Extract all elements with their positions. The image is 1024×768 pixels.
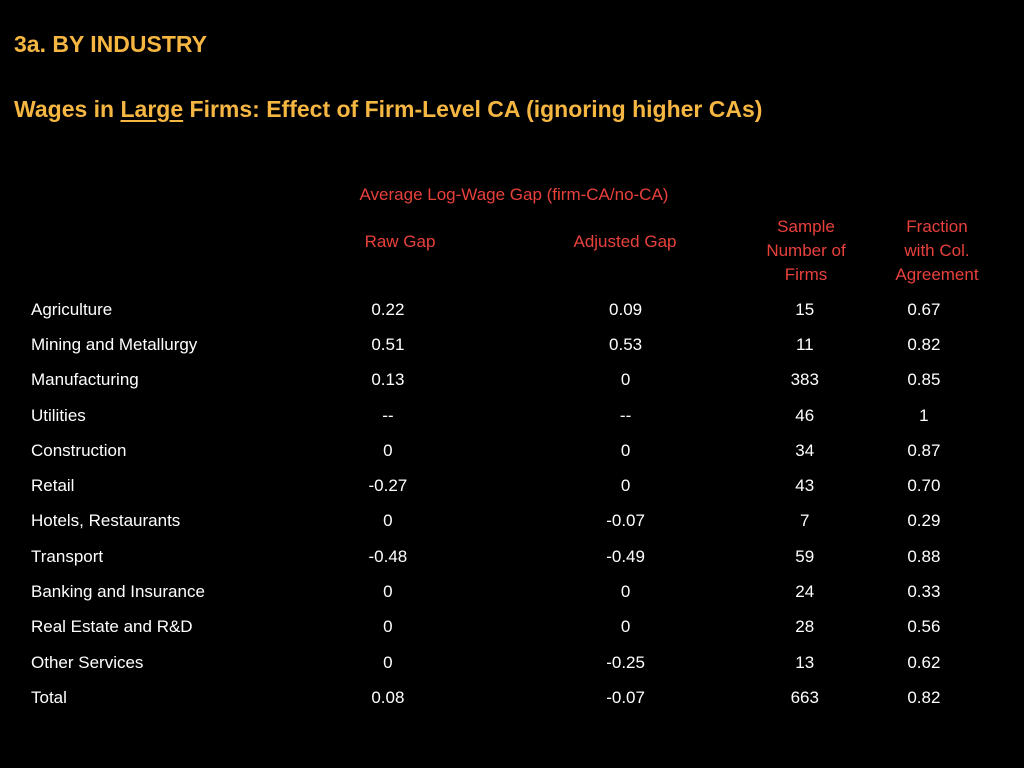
adjusted-gap-cell: -0.49 <box>606 546 645 566</box>
sample-number-header-line: Sample <box>777 217 835 236</box>
firms-cell: 59 <box>795 546 815 566</box>
title-emphasis: Large <box>120 96 184 122</box>
adjusted-gap-cell: -0.07 <box>606 511 645 531</box>
fraction-cell: 0.29 <box>907 511 941 531</box>
fraction-header-line: with Col. <box>904 241 970 260</box>
table-row: Mining and Metallurgy 0.51 0.53 11 0.82 <box>0 327 1024 362</box>
industry-wage-table: Agriculture 0.22 0.09 15 0.67 Mining and… <box>0 292 1024 716</box>
raw-gap-cell: 0 <box>383 617 393 637</box>
industry-cell: Agriculture <box>31 299 113 319</box>
raw-gap-cell: 0.22 <box>371 299 405 319</box>
firms-cell: 383 <box>790 370 819 390</box>
table-row: Banking and Insurance 0 0 24 0.33 <box>0 574 1024 609</box>
title-suffix: Firms: Effect of Firm-Level CA (ignoring… <box>183 96 763 122</box>
firms-cell: 46 <box>795 405 815 425</box>
sample-number-header-line: Firms <box>784 265 828 284</box>
firms-cell: 24 <box>795 582 815 602</box>
fraction-header: Fraction with Col. Agreement <box>872 215 1002 287</box>
industry-cell: Hotels, Restaurants <box>31 511 181 531</box>
adjusted-gap-cell: 0 <box>620 476 631 496</box>
table-row: Utilities -- -- 46 1 <box>0 398 1024 433</box>
industry-cell: Mining and Metallurgy <box>31 334 198 354</box>
fraction-header-line: Fraction <box>906 217 968 236</box>
table-row: Total 0.08 -0.07 663 0.82 <box>0 680 1024 715</box>
firms-cell: 7 <box>800 511 810 531</box>
raw-gap-cell: 0 <box>383 511 393 531</box>
fraction-header-line: Agreement <box>895 265 979 284</box>
sample-number-header: Sample Number of Firms <box>750 215 862 287</box>
firms-cell: 28 <box>795 617 815 637</box>
adjusted-gap-cell: 0 <box>620 582 631 602</box>
raw-gap-cell: -0.48 <box>368 546 408 566</box>
industry-cell: Total <box>31 687 67 707</box>
slide-heading: 3a. BY INDUSTRY <box>14 31 207 57</box>
fraction-cell: 0.82 <box>907 334 941 354</box>
title-prefix: Wages in <box>14 96 121 122</box>
raw-gap-cell: 0 <box>383 440 393 460</box>
industry-cell: Manufacturing <box>31 370 139 390</box>
fraction-cell: 0.67 <box>907 299 941 319</box>
fraction-cell: 0.85 <box>907 370 941 390</box>
adjusted-gap-cell: 0 <box>620 617 631 637</box>
industry-cell: Retail <box>31 476 75 496</box>
firms-cell: 11 <box>795 334 814 354</box>
table-row: Real Estate and R&D 0 0 28 0.56 <box>0 610 1024 645</box>
industry-cell: Utilities <box>31 405 86 425</box>
industry-cell: Construction <box>31 440 127 460</box>
raw-gap-cell: 0.51 <box>371 334 405 354</box>
table-row: Agriculture 0.22 0.09 15 0.67 <box>0 292 1024 327</box>
firms-cell: 43 <box>795 476 815 496</box>
industry-cell: Other Services <box>31 652 144 672</box>
fraction-cell: 0.33 <box>907 582 941 602</box>
raw-gap-cell: 0 <box>383 582 393 602</box>
industry-cell: Banking and Insurance <box>31 582 205 602</box>
sample-number-header-line: Number of <box>766 241 846 260</box>
fraction-cell: 0.70 <box>907 476 941 496</box>
table-row: Manufacturing 0.13 0 383 0.85 <box>0 363 1024 398</box>
slide-title: Wages in Large Firms: Effect of Firm-Lev… <box>14 96 762 123</box>
raw-gap-cell: 0 <box>383 652 393 672</box>
adjusted-gap-cell: -- <box>619 405 632 425</box>
fraction-cell: 0.88 <box>907 546 941 566</box>
table-row: Other Services 0 -0.25 13 0.62 <box>0 645 1024 680</box>
firms-cell: 13 <box>795 652 815 672</box>
adjusted-gap-cell: 0 <box>620 370 631 390</box>
fraction-cell: 0.62 <box>907 652 941 672</box>
adjusted-gap-cell: 0 <box>620 440 631 460</box>
firms-cell: 15 <box>795 299 815 319</box>
table-row: Construction 0 0 34 0.87 <box>0 433 1024 468</box>
adjusted-gap-cell: 0.09 <box>609 299 643 319</box>
table-row: Hotels, Restaurants 0 -0.07 7 0.29 <box>0 504 1024 539</box>
table-row: Transport -0.48 -0.49 59 0.88 <box>0 539 1024 574</box>
raw-gap-cell: -0.27 <box>368 476 408 496</box>
firms-cell: 34 <box>795 440 815 460</box>
raw-gap-cell: 0.13 <box>371 370 405 390</box>
adjusted-gap-cell: -0.25 <box>606 652 645 672</box>
raw-gap-cell: 0.08 <box>371 687 405 707</box>
raw-gap-cell: -- <box>382 405 394 425</box>
raw-gap-header: Raw Gap <box>364 232 436 251</box>
industry-cell: Transport <box>31 546 104 566</box>
fraction-cell: 0.56 <box>907 617 941 637</box>
adjusted-gap-header: Adjusted Gap <box>573 232 677 251</box>
table-row: Retail -0.27 0 43 0.70 <box>0 468 1024 503</box>
wage-gap-group-header: Average Log-Wage Gap (firm-CA/no-CA) <box>359 185 669 204</box>
fraction-cell: 1 <box>919 405 929 425</box>
industry-cell: Real Estate and R&D <box>31 617 193 637</box>
adjusted-gap-cell: -0.07 <box>606 687 645 707</box>
adjusted-gap-cell: 0.53 <box>609 334 643 354</box>
firms-cell: 663 <box>790 687 819 707</box>
fraction-cell: 0.87 <box>907 440 941 460</box>
fraction-cell: 0.82 <box>907 687 941 707</box>
